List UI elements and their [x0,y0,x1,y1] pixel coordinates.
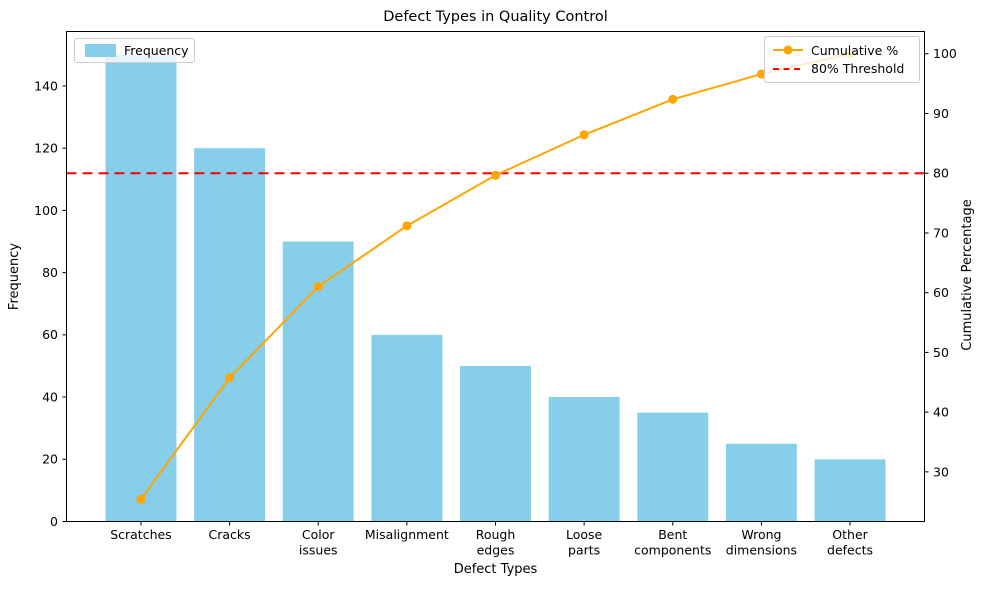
threshold-dash-key-icon [773,67,803,70]
right-tick-label: 70 [933,225,949,240]
left-tick-label: 60 [42,327,58,342]
legend-threshold-label: 80% Threshold [811,61,905,77]
cumulative-line-key-icon [773,45,803,55]
bar-loose-parts [548,397,620,522]
right-tick-label: 80 [933,166,949,181]
legend-cumulative-label: Cumulative % [811,42,899,58]
cumulative-marker [402,221,412,231]
y-axis-label-right: Cumulative Percentage [960,199,975,350]
bar-rough-edges [460,365,531,522]
bar-scratches [105,54,177,522]
x-tick-label-scratches: Scratches [110,527,172,542]
bar-cracks [194,148,266,522]
legend-row-threshold: 80% Threshold [773,61,911,76]
bar-misalignment [371,334,443,522]
cumulative-marker [313,282,323,292]
left-tick-label: 120 [34,141,58,156]
x-tick-label-wrong-dimensions: Wrong dimensions [726,527,797,558]
left-tick-label: 0 [50,514,58,529]
bar-wrong-dimensions [725,443,797,522]
chart-title: Defect Types in Quality Control [383,9,608,25]
x-tick-label-bent-components: Bent components [634,527,711,558]
x-tick-label-loose-parts: Loose parts [566,527,603,558]
axis-ticks-group: 0 20 40 60 80 100 120 140 30 40 50 60 70 80 90 100 Scrat… [34,46,957,557]
right-tick-label: 40 [933,405,949,420]
legend-cumulative-threshold: Cumulative % 80% Threshold [764,36,920,83]
cumulative-marker [756,69,766,79]
left-tick-label: 80 [42,265,58,280]
cumulative-marker [579,130,589,140]
cumulative-marker [136,494,146,504]
x-tick-label-misalignment: Misalignment [365,527,449,542]
right-tick-label: 100 [933,46,957,61]
right-tick-label: 60 [933,285,949,300]
x-tick-label-color-issues: Color issues [299,527,338,558]
legend-frequency-label: Frequency [124,43,189,58]
left-tick-label: 20 [42,452,58,467]
right-tick-label: 50 [933,345,949,360]
left-tick-label: 140 [34,78,58,93]
right-tick-label: 90 [933,106,949,121]
cumulative-marker [491,170,500,180]
cumulative-marker [225,373,235,383]
legend-row-cumulative: Cumulative % [773,43,911,58]
right-tick-label: 30 [933,464,949,479]
x-tick-label-cracks: Cracks [209,527,251,542]
y-axis-label-left: Frequency [7,243,22,310]
x-tick-label-other-defects: Other defects [827,527,873,558]
legend-frequency: Frequency [74,38,195,63]
frequency-swatch-icon [85,44,116,57]
x-axis-label: Defect Types [454,562,538,577]
left-tick-label: 40 [42,389,58,404]
left-tick-label: 100 [34,203,58,218]
cumulative-marker [668,94,678,104]
bar-bent-components [637,412,709,522]
bar-other-defects [814,459,886,522]
x-tick-label-rough-edges: Rough edges [476,527,516,558]
